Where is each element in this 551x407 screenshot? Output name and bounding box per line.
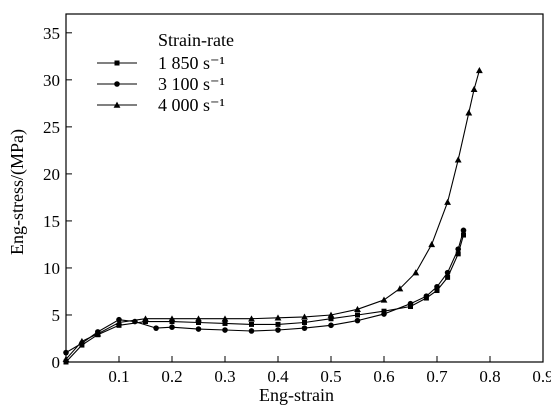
y-tick-label: 30 xyxy=(43,71,60,90)
legend-label: 1 850 s⁻¹ xyxy=(158,53,225,73)
data-point-circle xyxy=(275,327,281,333)
data-point-square xyxy=(434,288,440,294)
y-tick-label: 25 xyxy=(43,118,60,137)
y-tick-label: 10 xyxy=(43,259,60,278)
data-point-circle xyxy=(114,81,120,87)
series-layer xyxy=(62,67,483,365)
data-point-square xyxy=(222,320,228,326)
y-tick-label: 0 xyxy=(52,353,61,372)
data-point-square xyxy=(275,321,281,327)
series-2 xyxy=(63,227,467,356)
data-point-triangle xyxy=(168,315,176,322)
data-point-triangle xyxy=(62,355,70,362)
data-point-triangle xyxy=(327,311,335,318)
data-point-triangle xyxy=(142,315,149,322)
legend-label: 3 100 s⁻¹ xyxy=(158,74,225,94)
data-point-triangle xyxy=(248,315,255,322)
data-point-circle xyxy=(328,322,334,329)
data-point-circle xyxy=(169,324,175,331)
data-point-triangle xyxy=(274,314,282,321)
series-3 xyxy=(62,67,483,362)
x-tick-label: 0.1 xyxy=(108,367,129,386)
data-point-square xyxy=(408,304,413,310)
data-point-square xyxy=(302,319,307,325)
data-point-square xyxy=(445,274,451,280)
data-point-triangle xyxy=(301,313,308,320)
data-point-square xyxy=(63,359,69,365)
data-point-triangle xyxy=(412,269,420,276)
data-point-circle xyxy=(301,325,308,331)
data-point-square xyxy=(355,312,360,318)
y-axis-title: Eng-stress/(MPa) xyxy=(7,129,28,255)
data-point-triangle xyxy=(454,156,462,163)
data-point-square xyxy=(249,321,254,327)
data-point-square xyxy=(381,308,387,314)
data-point-triangle xyxy=(470,85,478,92)
plot-frame xyxy=(65,13,544,363)
data-point-square xyxy=(196,319,201,325)
data-point-circle xyxy=(63,349,69,356)
axes-layer: 0.1 0.2 0.3 0.4 0.5 0.6 0.7 0.8 0.9 0 5 10 15 20 25 30 3… xyxy=(7,13,551,405)
legend-label: 4 000 s⁻¹ xyxy=(158,95,225,115)
legend: Strain-rate 1 850 s⁻¹3 100 s⁻¹4 000 s⁻¹ xyxy=(97,30,234,115)
series-line xyxy=(65,234,465,363)
data-point-square xyxy=(116,322,122,328)
data-point-circle xyxy=(153,325,159,331)
data-point-circle xyxy=(248,328,255,334)
data-point-square xyxy=(114,60,120,66)
data-point-circle xyxy=(444,269,451,276)
y-tick-label: 20 xyxy=(43,165,60,184)
x-tick-label: 0.3 xyxy=(214,367,235,386)
data-point-triangle xyxy=(354,305,361,313)
data-point-triangle xyxy=(444,198,451,205)
data-point-triangle xyxy=(380,296,388,303)
data-point-triangle xyxy=(195,315,202,322)
series-1 xyxy=(63,232,466,365)
data-point-circle xyxy=(195,326,202,332)
data-point-triangle xyxy=(221,315,229,322)
x-tick-label: 0.9 xyxy=(532,367,551,386)
data-point-triangle xyxy=(396,285,404,292)
data-point-square xyxy=(328,316,334,322)
data-point-circle xyxy=(407,300,414,307)
data-point-square xyxy=(455,251,461,257)
y-tick-label: 5 xyxy=(52,306,61,325)
data-point-circle xyxy=(354,317,361,324)
data-point-triangle xyxy=(94,330,102,337)
y-tick-label: 35 xyxy=(43,24,60,43)
data-point-triangle xyxy=(476,67,483,74)
data-point-circle xyxy=(423,293,430,299)
data-point-square xyxy=(143,319,148,325)
data-point-square xyxy=(461,232,466,238)
y-tick-label: 15 xyxy=(43,212,60,231)
data-point-circle xyxy=(455,246,462,252)
data-point-triangle xyxy=(465,109,473,116)
x-tick-label: 0.7 xyxy=(426,367,448,386)
x-tick-label: 0.5 xyxy=(320,367,341,386)
x-tick-label: 0.4 xyxy=(267,367,289,386)
data-point-triangle xyxy=(115,319,123,326)
data-point-square xyxy=(169,319,175,325)
data-point-triangle xyxy=(78,337,86,345)
x-tick-label: 0.2 xyxy=(161,367,182,386)
data-point-circle xyxy=(460,227,467,234)
data-point-circle xyxy=(222,327,228,333)
data-point-triangle xyxy=(428,241,436,248)
series-line xyxy=(65,230,465,354)
series-line xyxy=(65,70,480,360)
x-tick-label: 0.6 xyxy=(373,367,394,386)
x-tick-label: 0.8 xyxy=(479,367,500,386)
x-axis-title: Eng-strain xyxy=(259,385,334,405)
data-point-circle xyxy=(381,311,387,317)
data-point-circle xyxy=(434,283,440,290)
data-point-triangle xyxy=(113,101,121,108)
legend-title: Strain-rate xyxy=(158,30,234,50)
